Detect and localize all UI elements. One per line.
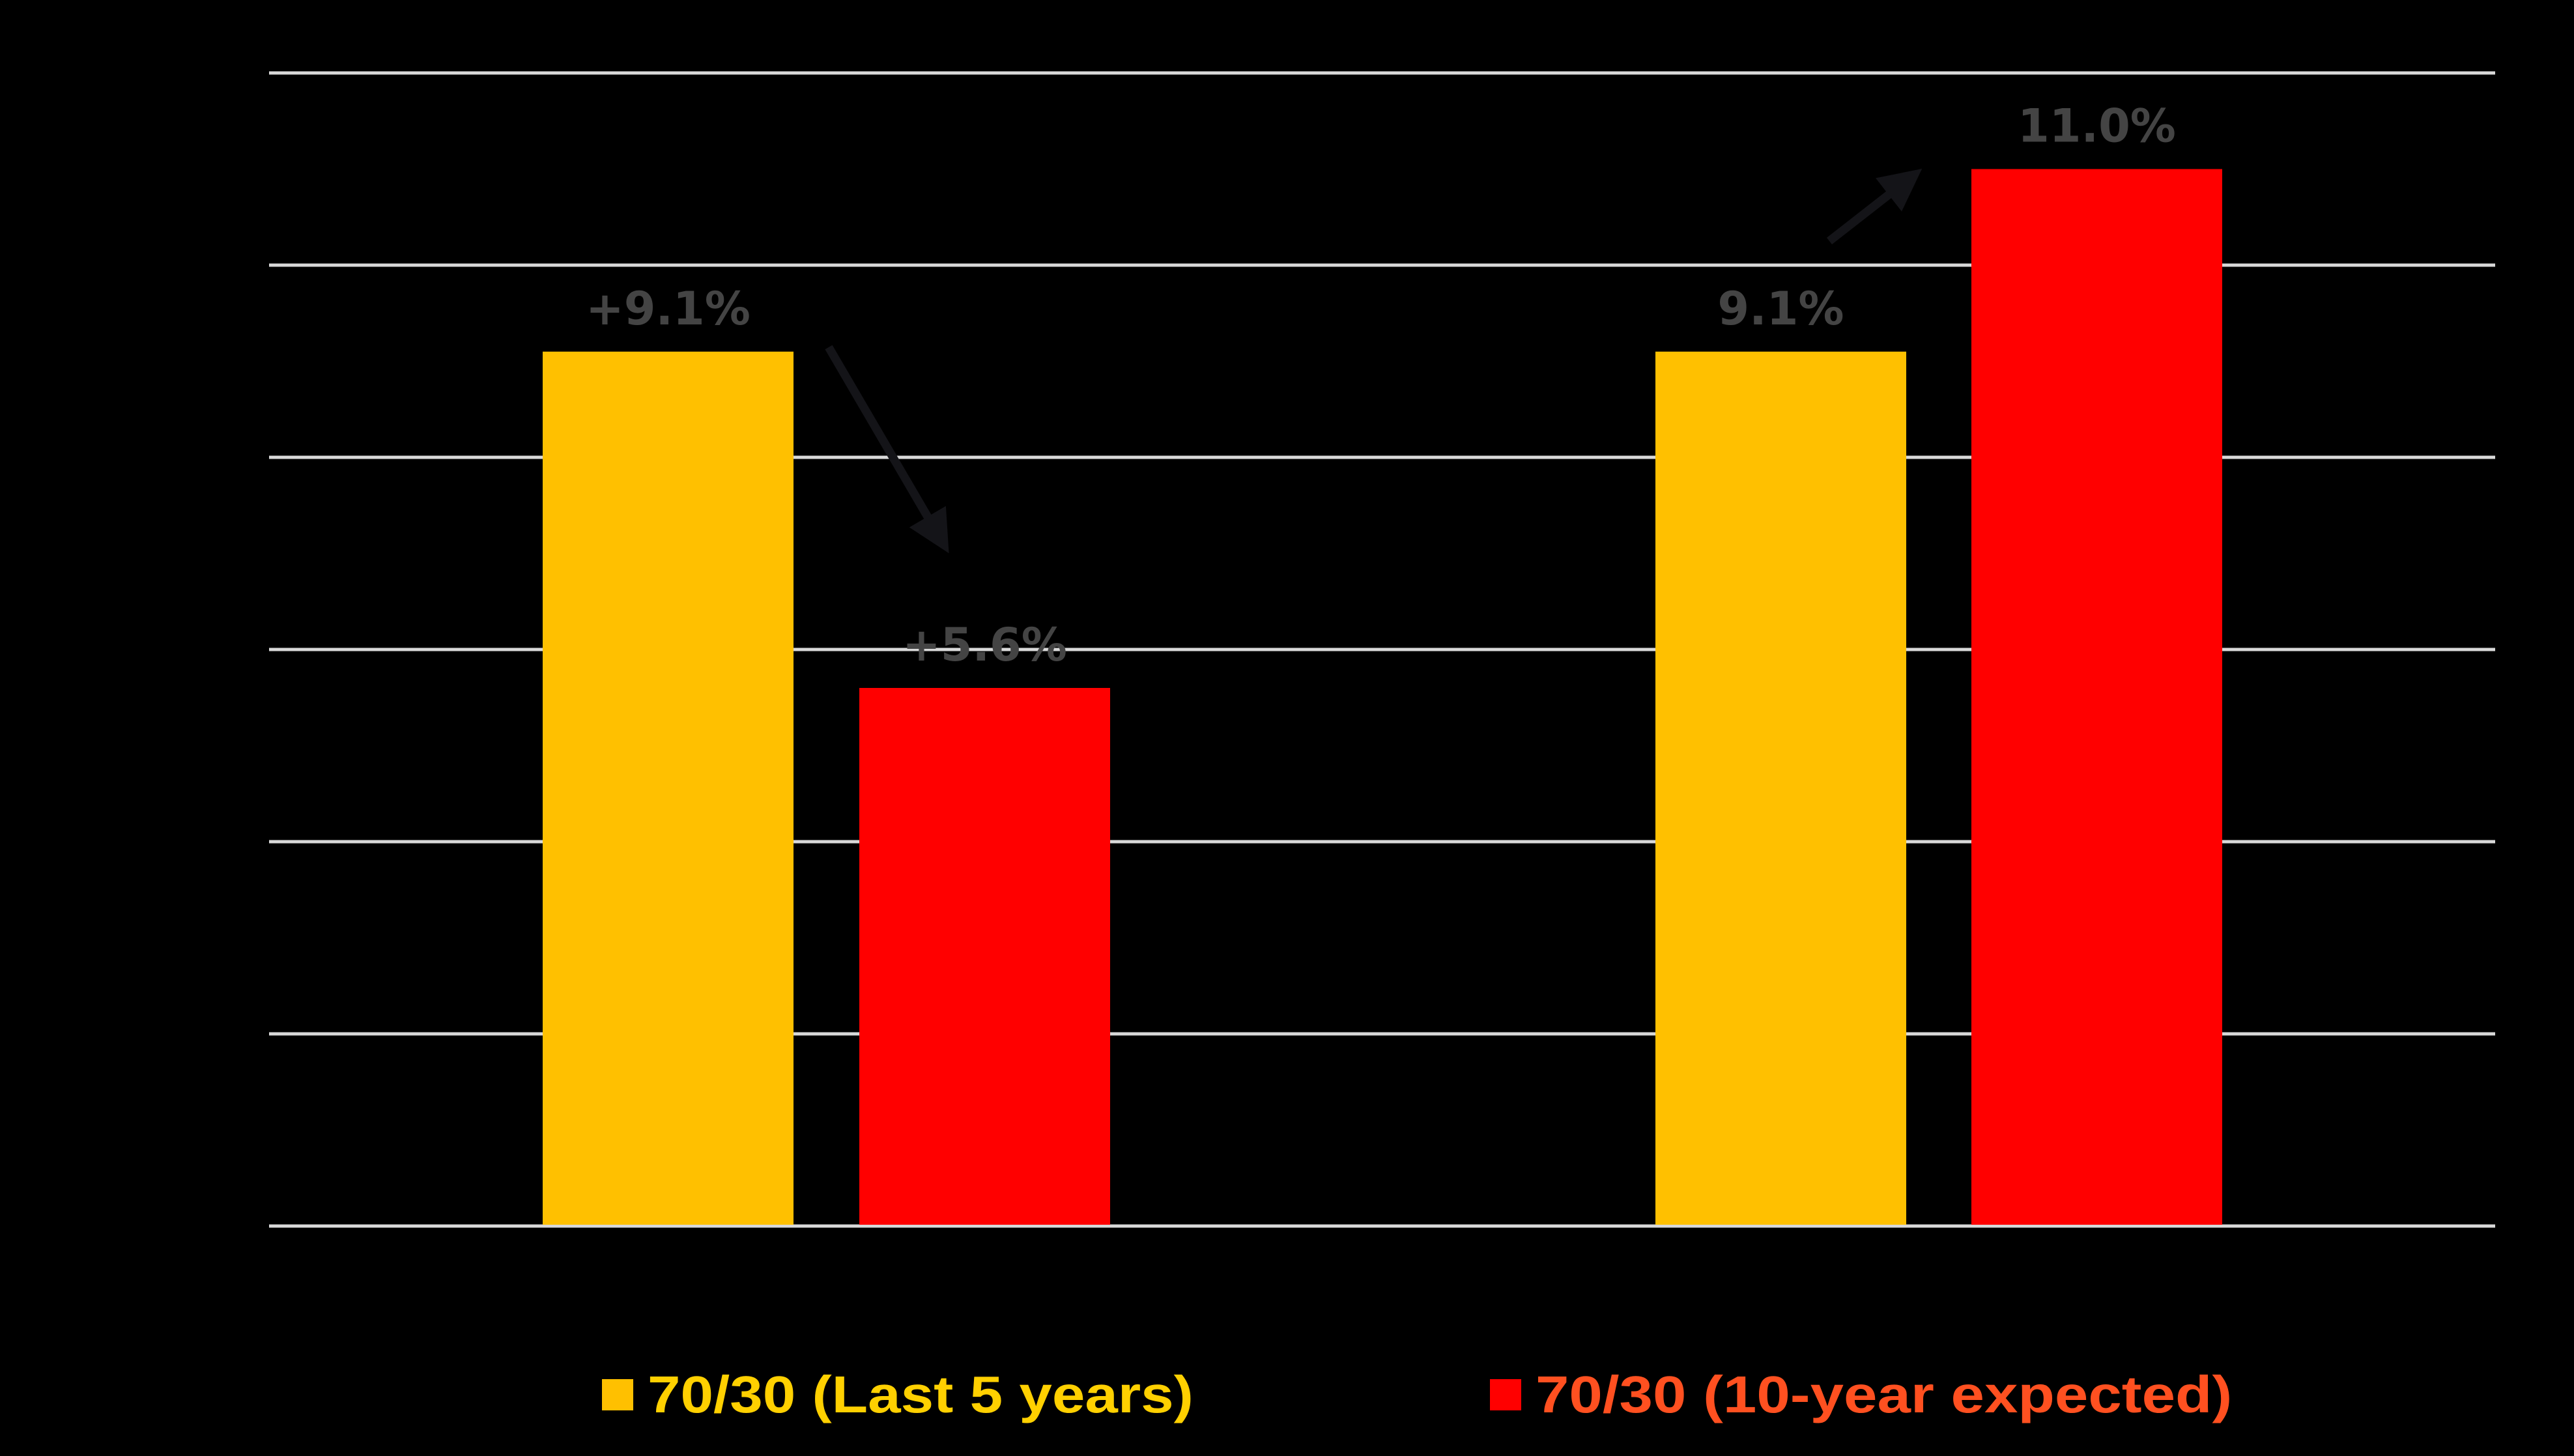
data-label: +5.6% <box>902 618 1067 672</box>
arrow-down-icon <box>825 345 949 554</box>
data-label: 11.0% <box>2018 100 2176 153</box>
bar-10-year-expected <box>859 688 1110 1225</box>
bar-last-5-years <box>543 351 794 1225</box>
data-label: 9.1% <box>1717 282 1844 335</box>
bar-last-5-years <box>1655 351 1906 1225</box>
arrow-up-icon <box>1827 169 1923 245</box>
data-labels: +9.1% 9.1% +5.6% 11.0% <box>586 100 2176 672</box>
legend-label: 70/30 (10-year expected) <box>1536 1365 2233 1423</box>
bar-10-year-expected <box>1971 169 2222 1225</box>
data-label: +9.1% <box>586 282 751 335</box>
trend-arrows <box>825 169 1923 554</box>
bars <box>543 169 2222 1225</box>
legend-label: 70/30 (Last 5 years) <box>648 1365 1194 1423</box>
legend-item-10-year-expected: 70/30 (10-year expected) <box>1490 1365 2232 1424</box>
legend-swatch-yellow <box>602 1379 633 1410</box>
legend-swatch-red <box>1490 1379 1521 1410</box>
legend-item-last-5-years: 70/30 (Last 5 years) <box>602 1365 1194 1424</box>
